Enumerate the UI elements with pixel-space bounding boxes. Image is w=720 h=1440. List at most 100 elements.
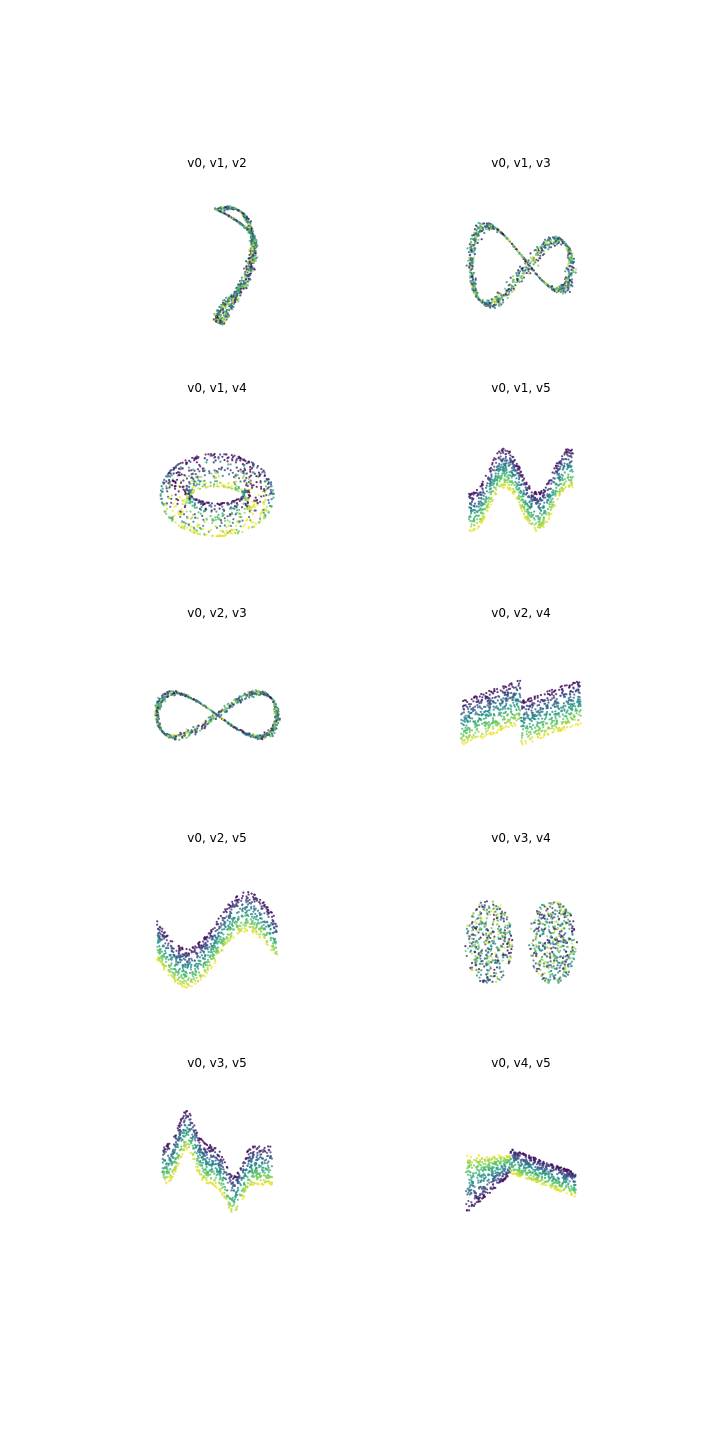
scatter-point xyxy=(499,301,502,304)
scatter-point xyxy=(198,475,201,478)
scatter-point xyxy=(530,491,533,494)
scatter-point xyxy=(253,237,256,240)
scatter-point xyxy=(508,293,511,296)
scatter-point xyxy=(196,532,199,536)
scatter-point xyxy=(187,523,190,526)
scatter-point xyxy=(497,472,500,475)
scatter-point xyxy=(540,279,544,282)
scatter-point xyxy=(264,499,267,502)
scatter-point xyxy=(237,701,240,704)
scatter-point xyxy=(238,515,241,519)
scatter-point xyxy=(475,290,478,294)
subplot-3: v0, v1, v4 xyxy=(159,381,275,538)
scatter-point xyxy=(221,211,224,214)
scatter-point xyxy=(528,514,531,518)
scatter-point xyxy=(213,456,216,459)
scatter-point xyxy=(517,494,521,497)
scatter-point xyxy=(272,492,275,495)
scatter-point xyxy=(200,702,203,706)
scatter-point xyxy=(536,700,540,703)
scatter-point xyxy=(479,710,482,714)
scatter-point xyxy=(520,483,523,487)
scatter-point xyxy=(245,472,248,475)
scatter-point xyxy=(231,471,234,474)
scatter-point xyxy=(190,469,193,472)
scatter-point xyxy=(483,231,486,235)
scatter-point xyxy=(570,479,573,482)
scatter-point xyxy=(567,257,570,260)
scatter-point xyxy=(566,709,569,712)
scatter-point xyxy=(511,275,515,278)
scatter-point xyxy=(164,733,168,736)
scatter-point xyxy=(543,731,546,734)
scatter-point xyxy=(491,461,494,465)
scatter-point xyxy=(517,269,520,272)
scatter-point xyxy=(473,519,476,523)
scatter-point xyxy=(223,501,226,505)
scatter-point xyxy=(196,457,200,460)
scatter-point xyxy=(570,265,573,268)
scatter-point xyxy=(502,482,505,485)
scatter-point xyxy=(551,236,554,239)
scatter-point xyxy=(179,462,182,465)
scatter-point xyxy=(171,734,175,737)
scatter-point xyxy=(570,274,573,277)
scatter-point xyxy=(492,299,495,302)
scatter-point xyxy=(481,298,484,302)
scatter-point xyxy=(198,499,201,502)
scatter-point xyxy=(259,480,262,483)
scatter-point xyxy=(534,490,537,493)
scatter-point xyxy=(518,279,521,282)
scatter-point xyxy=(255,734,259,737)
scatter-point xyxy=(573,693,576,696)
scatter-point xyxy=(156,714,159,717)
scatter-point xyxy=(212,475,215,478)
scatter-point xyxy=(213,715,216,718)
scatter-point xyxy=(190,482,193,485)
scatter-point xyxy=(253,525,256,528)
scatter-point xyxy=(160,701,163,704)
scatter-point xyxy=(550,479,553,482)
scatter-point xyxy=(502,457,505,460)
scatter-point xyxy=(217,457,220,460)
scatter-point xyxy=(272,700,275,704)
scatter-point xyxy=(572,696,575,699)
scatter-point xyxy=(247,275,250,278)
scatter-point xyxy=(562,718,565,721)
scatter-point xyxy=(558,688,561,691)
scatter-point xyxy=(244,270,247,273)
scatter-point xyxy=(570,254,573,257)
scatter-point xyxy=(512,467,515,470)
scatter-point xyxy=(479,224,482,228)
scatter-point xyxy=(528,501,531,504)
scatter-point xyxy=(512,492,515,495)
scatter-point xyxy=(252,521,255,524)
scatter-point xyxy=(278,717,281,721)
scatter-point xyxy=(192,489,195,492)
scatter-point xyxy=(535,273,538,276)
scatter-point xyxy=(175,498,178,501)
scatter-point xyxy=(560,482,563,485)
scatter-point xyxy=(217,485,220,488)
scatter-point xyxy=(172,694,175,697)
scatter-point xyxy=(561,287,564,290)
scatter-point xyxy=(536,526,540,529)
scatter-point xyxy=(474,241,477,244)
scatter-point xyxy=(228,296,231,299)
scatter-point xyxy=(516,702,519,705)
scatter-point xyxy=(253,268,256,271)
scatter-point xyxy=(492,490,495,493)
scatter-point xyxy=(468,495,471,498)
scatter-point xyxy=(262,508,265,511)
scatter-point xyxy=(207,716,210,719)
scatter-point xyxy=(198,729,202,732)
scatter-point xyxy=(247,525,250,529)
scatter-point xyxy=(527,495,530,498)
scatter-point xyxy=(479,222,482,225)
scatter-point xyxy=(491,480,494,483)
scatter-point xyxy=(242,731,245,734)
scatter-point xyxy=(231,299,235,302)
subplot-title: v0, v2, v3 xyxy=(187,606,246,620)
scatter-point xyxy=(235,457,238,460)
scatter-point xyxy=(468,515,472,518)
